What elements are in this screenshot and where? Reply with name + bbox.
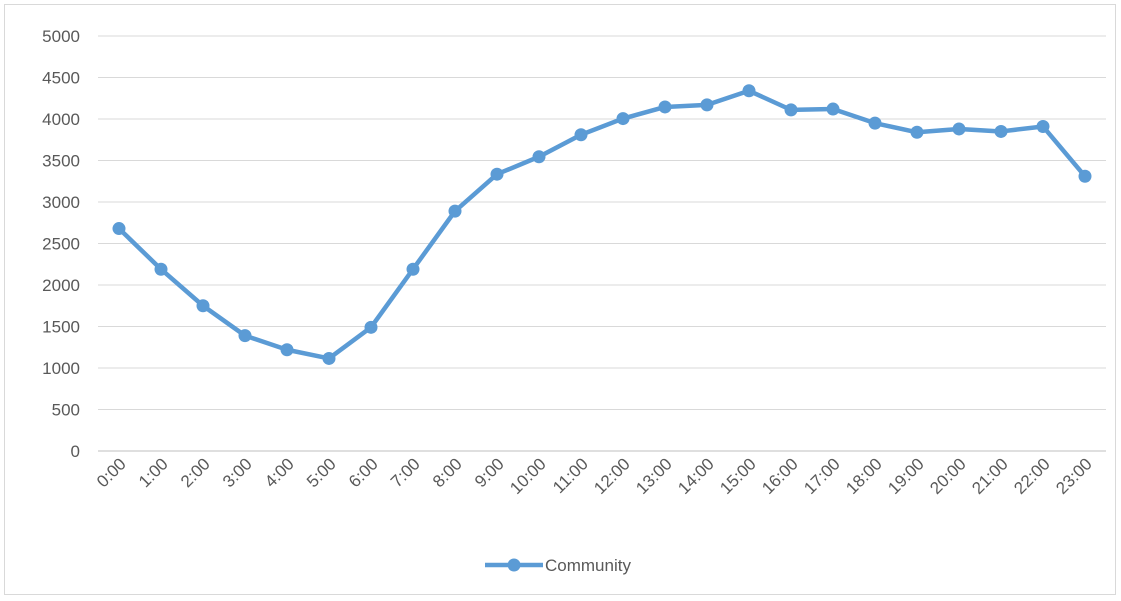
- y-tick-label: 0: [71, 442, 80, 461]
- chart-frame: 0 500 1000 1500 2000 2500 3000 3500 4000 4500 5000…: [4, 4, 1116, 595]
- data-point: [490, 167, 504, 181]
- y-tick-label: 4500: [42, 69, 80, 88]
- x-tick-label: 6:00: [345, 454, 382, 491]
- data-point: [952, 122, 966, 136]
- x-tick-label: 9:00: [471, 454, 508, 491]
- data-point: [448, 204, 462, 218]
- legend-label-community: Community: [545, 556, 631, 575]
- data-point: [238, 329, 252, 343]
- data-point: [1036, 119, 1050, 133]
- x-tick-label: 16:00: [758, 454, 802, 498]
- y-tick-label: 2500: [42, 235, 80, 254]
- legend-dot-marker: [507, 558, 521, 572]
- x-tick-label: 21:00: [968, 454, 1012, 498]
- x-tick-label: 20:00: [926, 454, 970, 498]
- data-point: [616, 112, 630, 126]
- series-community: [112, 84, 1092, 365]
- y-tick-label: 5000: [42, 27, 80, 46]
- x-tick-label: 22:00: [1010, 454, 1054, 498]
- data-point: [406, 262, 420, 276]
- data-point: [196, 299, 210, 313]
- data-point: [1078, 169, 1092, 183]
- data-point: [364, 320, 378, 334]
- x-tick-label: 17:00: [800, 454, 844, 498]
- x-tick-label: 13:00: [632, 454, 676, 498]
- data-point: [658, 100, 672, 114]
- x-tick-label: 10:00: [506, 454, 550, 498]
- x-tick-label: 5:00: [303, 454, 340, 491]
- data-point: [112, 222, 126, 236]
- x-tick-label: 19:00: [884, 454, 928, 498]
- y-tick-label: 500: [52, 401, 80, 420]
- x-tick-label: 8:00: [429, 454, 466, 491]
- x-tick-label: 2:00: [177, 454, 214, 491]
- data-point: [280, 343, 294, 357]
- y-axis-tick-labels: 0 500 1000 1500 2000 2500 3000 3500 4000 4500 5000: [42, 27, 80, 461]
- series-line-community: [116, 88, 1088, 361]
- gridlines: [98, 35, 1106, 452]
- y-tick-label: 3000: [42, 193, 80, 212]
- data-point: [574, 128, 588, 142]
- legend: Community: [485, 556, 631, 575]
- y-tick-label: 4000: [42, 110, 80, 129]
- data-point: [700, 98, 714, 112]
- data-point: [910, 125, 924, 139]
- x-tick-label: 18:00: [842, 454, 886, 498]
- x-tick-label: 11:00: [549, 454, 592, 497]
- line-chart: 0 500 1000 1500 2000 2500 3000 3500 4000 4500 5000…: [42, 27, 1106, 575]
- data-point: [532, 150, 546, 164]
- x-tick-label: 7:00: [387, 454, 424, 491]
- y-tick-label: 1500: [42, 318, 80, 337]
- x-tick-label: 0:00: [93, 454, 130, 491]
- data-point: [784, 103, 798, 117]
- x-tick-label: 12:00: [590, 454, 634, 498]
- x-tick-label: 4:00: [261, 454, 298, 491]
- y-tick-label: 1000: [42, 359, 80, 378]
- data-point: [826, 102, 840, 116]
- y-tick-label: 2000: [42, 276, 80, 295]
- x-tick-label: 15:00: [716, 454, 760, 498]
- y-tick-label: 3500: [42, 152, 80, 171]
- data-point: [322, 351, 336, 365]
- data-point: [994, 124, 1008, 138]
- x-tick-label: 14:00: [674, 454, 718, 498]
- x-tick-label: 3:00: [219, 454, 256, 491]
- x-tick-label: 1:00: [135, 454, 172, 491]
- x-tick-label: 23:00: [1052, 454, 1096, 498]
- x-axis-tick-labels: 0:00 1:00 2:00 3:00 4:00 5:00 6:00 7:00 8:00 9:00…: [93, 454, 1096, 498]
- data-point: [742, 84, 756, 98]
- data-point: [868, 116, 882, 130]
- data-point: [154, 262, 168, 276]
